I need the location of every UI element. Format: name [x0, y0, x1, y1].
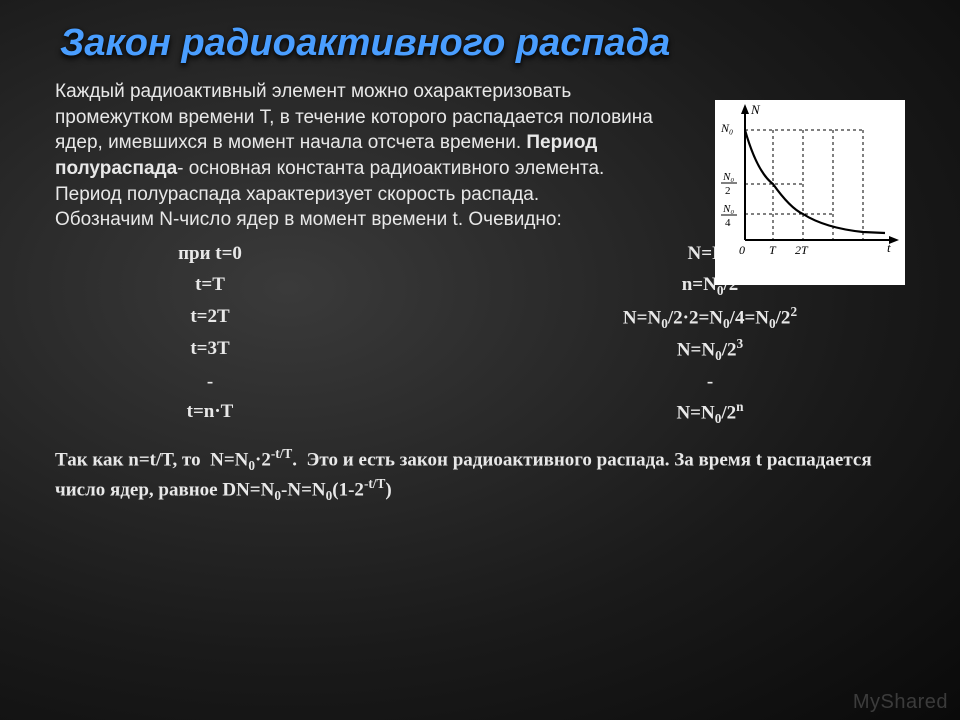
svg-text:N₀: N₀ [722, 203, 734, 215]
t-col: t=3T [100, 334, 320, 367]
x-label-T: T [769, 243, 777, 257]
t-col: - [100, 367, 320, 396]
table-row: t=n·T N=N0/2n [100, 397, 860, 430]
t-col: t=T [100, 270, 320, 301]
x-axis-label: t [887, 240, 891, 255]
svg-text:N₀: N₀ [722, 171, 734, 183]
svg-text:2: 2 [725, 185, 731, 197]
conclusion-text: Так как n=t/T, то N=N0·2-t/T. Это и есть… [0, 429, 960, 505]
svg-text:4: 4 [725, 217, 731, 229]
n-col: - [560, 367, 860, 396]
y-label-N0-2: N₀ 2 [721, 171, 737, 197]
x-label-0: 0 [739, 243, 745, 257]
n-col: N=N0/2n [560, 397, 860, 430]
t-col: при t=0 [100, 239, 320, 270]
y-label-N0: N₀ [720, 121, 733, 135]
x-label-2T: 2T [795, 243, 809, 257]
n-col: N=N0/23 [560, 334, 860, 367]
chart-grid [745, 130, 863, 240]
n-col: N=N0/2·2=N0/4=N0/22 [560, 302, 860, 335]
t-col: t=n·T [100, 397, 320, 430]
decay-chart: N N₀ N₀ 2 N₀ 4 0 T 2T t [715, 100, 905, 285]
decay-curve [745, 130, 885, 233]
intro-part-3: Обозначим N-число ядер в момент времени … [55, 209, 562, 230]
y-label-N0-4: N₀ 4 [721, 203, 737, 229]
page-title: Закон радиоактивного распада [0, 0, 960, 79]
decay-chart-svg: N N₀ N₀ 2 N₀ 4 0 T 2T t [715, 100, 905, 285]
intro-text: Каждый радиоактивный элемент можно охара… [0, 79, 700, 233]
table-row: t=3T N=N0/23 [100, 334, 860, 367]
y-axis-arrow [741, 104, 749, 114]
watermark: MyShared [853, 691, 948, 714]
t-col: t=2T [100, 302, 320, 335]
table-row: -- [100, 367, 860, 396]
table-row: t=2T N=N0/2·2=N0/4=N0/22 [100, 302, 860, 335]
y-label-N: N [750, 102, 761, 117]
